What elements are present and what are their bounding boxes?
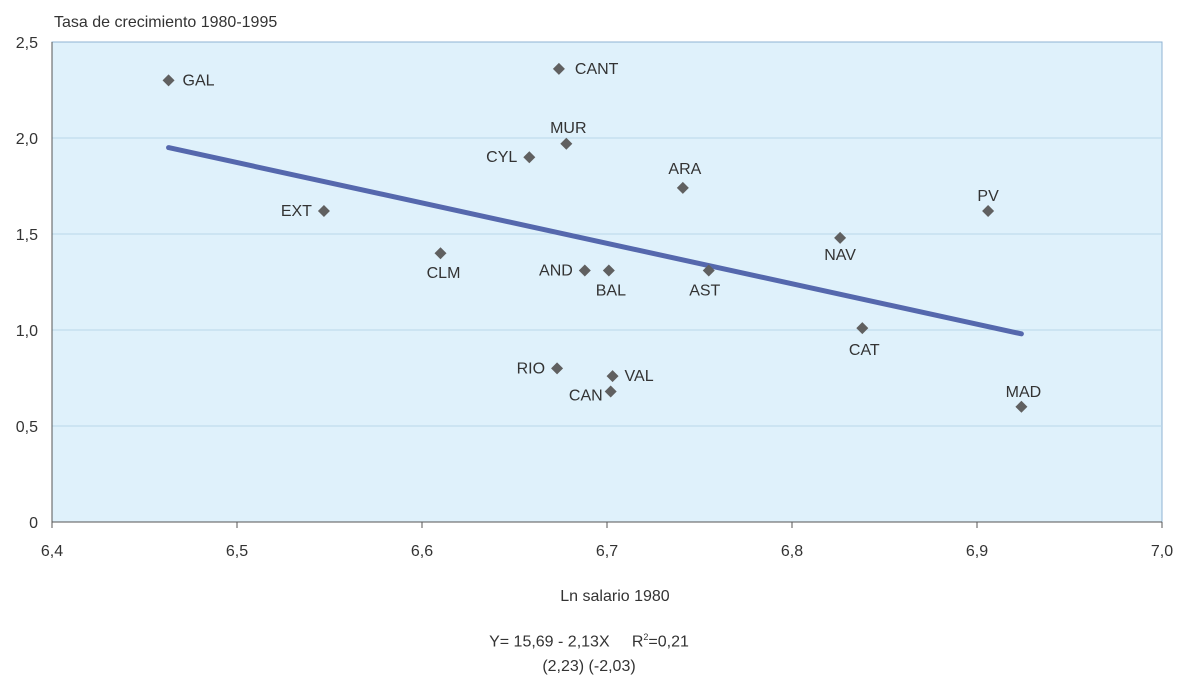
data-point-ast: AST — [689, 264, 721, 299]
y-tick-label: 0 — [29, 515, 38, 532]
point-label: CANT — [575, 61, 619, 78]
data-point-ara: ARA — [668, 161, 702, 194]
point-label: VAL — [625, 368, 654, 385]
plot-area — [51, 41, 1163, 523]
gridlines — [52, 137, 1162, 427]
point-marker — [856, 322, 869, 335]
point-marker — [317, 204, 330, 217]
point-marker — [162, 74, 175, 87]
data-point-gal: GAL — [162, 72, 215, 89]
y-tick-label: 0,5 — [16, 419, 38, 436]
data-point-ext: EXT — [281, 203, 330, 220]
r2-prefix: R — [631, 633, 644, 651]
data-point-cyl: CYL — [486, 149, 536, 166]
data-point-rio: RIO — [517, 360, 564, 377]
point-label: CAN — [569, 387, 603, 404]
point-label: GAL — [183, 72, 215, 89]
point-label: BAL — [596, 282, 626, 299]
point-label: ARA — [668, 161, 701, 178]
x-tick-label: 7,0 — [1151, 543, 1173, 560]
point-label: AND — [539, 262, 573, 279]
x-axis-ticks: 6,4 6,5 6,6 6,7 6,8 6,9 7,0 — [41, 42, 1173, 560]
r2-value: =0,21 — [648, 633, 689, 651]
point-label: MUR — [550, 120, 586, 137]
equation-main: Y= 15,69 - 2,13X — [489, 633, 610, 651]
data-point-can: CAN — [569, 385, 617, 404]
point-marker — [551, 362, 564, 375]
data-points: GAL CANT MUR CYL ARA PV EXT NAV CLM AND BAL AST CAT R… — [162, 61, 1042, 413]
point-marker — [982, 204, 995, 217]
point-marker — [434, 247, 447, 260]
x-tick-label: 6,5 — [226, 543, 248, 560]
y-axis-ticks: 0 0,5 1,0 1,5 2,0 2,5 — [16, 35, 38, 532]
point-marker — [676, 181, 689, 194]
data-point-val: VAL — [606, 368, 654, 385]
point-marker — [604, 385, 617, 398]
y-axis-title: Tasa de crecimiento 1980-1995 — [54, 14, 277, 31]
point-marker — [602, 264, 615, 277]
t-statistics: (2,23) (-2,03) — [542, 658, 636, 675]
y-tick-label: 2,5 — [16, 35, 38, 52]
point-marker — [834, 231, 847, 244]
point-marker — [702, 264, 715, 277]
point-label: EXT — [281, 203, 312, 220]
x-axis-title: Ln salario 1980 — [560, 588, 670, 605]
x-tick-label: 6,9 — [966, 543, 988, 560]
point-label: MAD — [1006, 384, 1042, 401]
point-label: PV — [977, 188, 999, 205]
data-point-clm: CLM — [427, 247, 461, 282]
data-point-and: AND — [539, 262, 591, 279]
point-label: CLM — [427, 265, 461, 282]
x-tick-label: 6,4 — [41, 543, 63, 560]
point-label: CAT — [849, 342, 880, 359]
point-marker — [523, 151, 536, 164]
y-tick-label: 1,5 — [16, 227, 38, 244]
data-point-pv: PV — [977, 188, 999, 217]
data-point-cat: CAT — [849, 322, 880, 359]
x-tick-label: 6,6 — [411, 543, 433, 560]
data-point-cant: CANT — [552, 61, 619, 78]
data-point-mur: MUR — [550, 120, 587, 150]
point-marker — [578, 264, 591, 277]
point-marker — [1015, 400, 1028, 413]
point-marker — [560, 137, 573, 150]
trend-line — [166, 145, 1024, 337]
point-label: RIO — [517, 360, 545, 377]
r2-superscript: 2 — [643, 632, 649, 642]
regression-equation: Y= 15,69 - 2,13X R2=0,21 — [0, 632, 1178, 651]
x-tick-label: 6,7 — [596, 543, 618, 560]
point-label: NAV — [824, 247, 856, 264]
point-label: AST — [689, 282, 720, 299]
data-point-bal: BAL — [596, 264, 626, 299]
data-point-mad: MAD — [1006, 384, 1042, 413]
data-point-nav: NAV — [824, 231, 856, 264]
y-tick-label: 1,0 — [16, 323, 38, 340]
point-label: CYL — [486, 149, 517, 166]
y-tick-label: 2,0 — [16, 131, 38, 148]
point-marker — [606, 370, 619, 383]
point-marker — [552, 62, 565, 75]
x-tick-label: 6,8 — [781, 543, 803, 560]
